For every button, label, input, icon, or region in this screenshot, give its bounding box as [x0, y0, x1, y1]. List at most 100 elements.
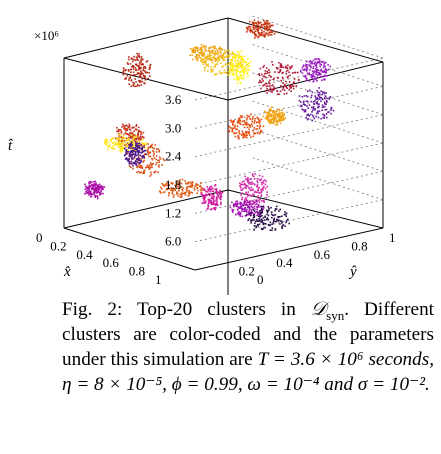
cluster-point — [280, 79, 282, 82]
cluster-point — [248, 132, 250, 134]
cluster-point — [251, 202, 254, 205]
cluster-point — [255, 128, 257, 131]
cluster-point — [92, 192, 95, 194]
cluster-point — [133, 141, 136, 143]
cluster-point — [246, 27, 248, 30]
cluster-point — [140, 167, 142, 169]
cluster-point — [234, 65, 237, 67]
cluster-point — [192, 51, 195, 54]
cluster-point — [319, 96, 321, 99]
cluster-point — [245, 123, 248, 125]
cluster-point — [116, 127, 118, 129]
cluster-point — [133, 55, 135, 58]
cluster-point — [250, 195, 253, 197]
cluster-point — [325, 71, 328, 74]
cluster-point — [240, 61, 243, 64]
cluster-point — [252, 182, 255, 185]
cluster-point — [253, 131, 255, 134]
cluster-point — [209, 52, 211, 54]
cluster-point — [211, 50, 214, 53]
cluster-point — [278, 108, 280, 111]
cluster-point — [126, 133, 129, 136]
cluster-point — [260, 218, 263, 221]
cluster-point — [121, 149, 124, 151]
cluster-point — [261, 209, 263, 211]
cluster-point — [261, 23, 263, 26]
cluster-point — [242, 77, 244, 80]
cluster-point — [320, 100, 322, 102]
cluster-point — [282, 82, 284, 84]
cluster-point — [120, 144, 122, 146]
cluster-point — [139, 154, 141, 157]
cluster-point — [279, 220, 282, 222]
cluster-point — [125, 69, 127, 71]
cluster-point — [167, 194, 170, 197]
cluster-point — [269, 114, 271, 117]
cluster-point — [267, 85, 269, 87]
cluster-point — [246, 72, 248, 75]
cluster-point — [302, 69, 305, 71]
cluster-point — [209, 190, 212, 193]
cluster-point — [126, 74, 129, 77]
cluster-point — [139, 172, 141, 174]
cluster-point — [248, 210, 250, 212]
cluster-point — [142, 68, 145, 70]
cluster-point — [266, 191, 268, 193]
y-tick-label: 0.6 — [314, 247, 331, 262]
cluster-point — [305, 100, 308, 102]
cluster-point — [140, 70, 142, 73]
cluster-point — [89, 192, 91, 195]
cluster-point — [259, 21, 262, 24]
cluster-point — [129, 152, 132, 154]
cluster-point — [215, 196, 218, 198]
cluster-point — [191, 185, 193, 188]
cluster-point — [196, 50, 199, 52]
cluster-point — [269, 115, 271, 118]
cluster-point — [275, 205, 278, 208]
cluster-point — [289, 87, 292, 89]
cluster-point — [249, 201, 251, 203]
cluster — [104, 133, 147, 153]
cluster-point — [258, 32, 261, 34]
cluster-point — [126, 62, 129, 64]
cluster-point — [315, 58, 318, 61]
cluster-point — [249, 26, 252, 28]
cluster-point — [262, 222, 264, 224]
cluster-point — [235, 213, 237, 216]
cluster-point — [197, 57, 199, 59]
cluster-point — [254, 33, 257, 36]
cluster-point — [133, 130, 135, 133]
cluster-point — [137, 132, 139, 135]
cluster-point — [273, 116, 275, 119]
cluster-point — [242, 59, 244, 61]
cluster-point — [261, 228, 263, 231]
cluster-point — [91, 186, 94, 189]
cluster-point — [184, 194, 187, 196]
cluster-point — [215, 189, 218, 192]
cluster-point — [237, 135, 240, 138]
cluster-point — [118, 133, 120, 136]
caption-fig-label: Fig. 2: — [62, 299, 123, 320]
cluster-point — [241, 210, 243, 213]
cluster-point — [321, 104, 324, 106]
cluster-point — [88, 185, 91, 187]
cluster-point — [130, 71, 132, 74]
cluster-point — [142, 58, 144, 61]
cluster-point — [257, 188, 260, 190]
cluster-point — [150, 145, 153, 148]
cluster-point — [150, 173, 153, 176]
cluster-point — [204, 56, 207, 59]
cluster-point — [236, 205, 238, 208]
cluster-point — [97, 186, 99, 188]
cluster-point — [124, 144, 126, 146]
cluster-point — [260, 81, 263, 84]
cluster-point — [253, 210, 256, 212]
cluster-point — [233, 127, 235, 129]
cluster-point — [148, 72, 150, 74]
cluster-point — [268, 112, 271, 114]
cluster-point — [239, 132, 241, 135]
cluster-point — [88, 181, 90, 184]
cluster-point — [303, 103, 305, 105]
z-tick-label: 1.8 — [165, 177, 181, 192]
cluster-point — [216, 198, 218, 201]
